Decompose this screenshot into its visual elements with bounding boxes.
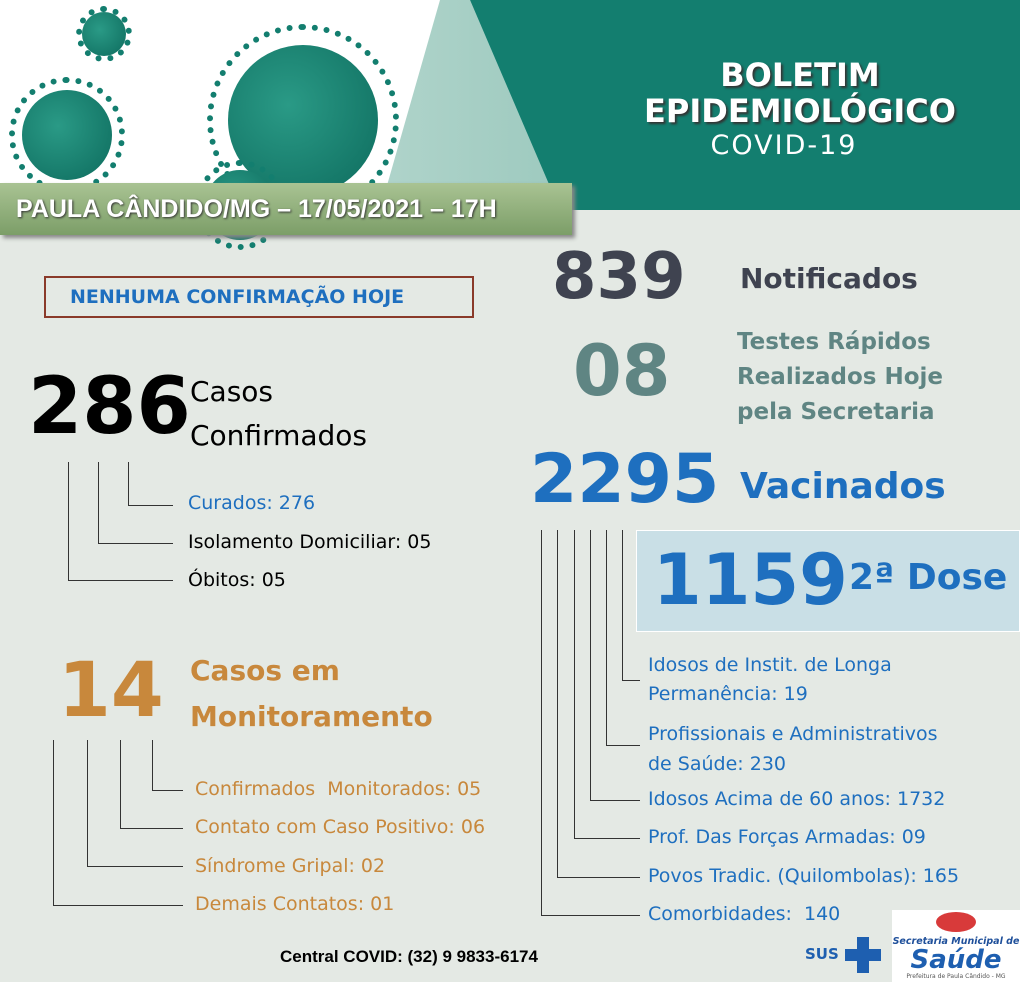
vaccinated-count: 2295 — [530, 440, 720, 519]
tree-line — [152, 740, 153, 790]
tree-line — [98, 543, 173, 544]
tree-line — [152, 790, 183, 791]
sus-logo-text: SUS — [805, 945, 839, 963]
vaccine-group: Prof. Das Forças Armadas: 09 — [648, 826, 926, 848]
contact-phone: Central COVID: (32) 9 9833-6174 — [280, 947, 538, 966]
virus-illustration — [75, 5, 133, 63]
second-dose-box: 1159 2ª Dose — [636, 530, 1020, 632]
logo-text: Prefeitura de Paula Cândido - MG — [906, 973, 1006, 980]
label-line: Testes Rápidos — [737, 329, 931, 355]
tree-line — [68, 462, 69, 580]
monitoring-label: Casos em Monitoramento — [190, 648, 433, 740]
tree-line — [622, 680, 640, 681]
tree-line — [541, 915, 640, 916]
alert-box: NENHUMA CONFIRMAÇÃO HOJE — [44, 276, 474, 318]
notified-label: Notificados — [740, 262, 918, 295]
tree-line — [557, 877, 640, 878]
header-panel — [470, 0, 1020, 210]
home-isolation: Isolamento Domiciliar: 05 — [188, 531, 432, 553]
confirmed-label: Casos Confirmados — [190, 370, 367, 458]
tree-line — [622, 530, 623, 680]
positive-contact: Contato com Caso Positivo: 06 — [195, 816, 486, 838]
tree-line — [87, 740, 88, 866]
label-line: Idosos de Instit. de Longa — [648, 654, 892, 676]
tree-line — [120, 740, 121, 828]
vaccine-group: Comorbidades: 140 — [648, 903, 841, 925]
label-line: Confirmados — [190, 419, 368, 452]
logo-text: Saúde — [910, 945, 1002, 975]
monitoring-count: 14 — [58, 645, 164, 734]
label-line: Casos — [190, 375, 274, 408]
virus-illustration — [9, 77, 125, 193]
tree-line — [574, 530, 575, 838]
recovered: Curados: 276 — [188, 492, 316, 514]
label-line: Realizados Hoje — [737, 364, 944, 390]
notified-count: 839 — [552, 240, 686, 314]
confirmed-count: 286 — [28, 362, 191, 452]
tree-line — [128, 505, 173, 506]
tree-line — [606, 530, 607, 745]
sus-logo: SUS — [805, 937, 885, 973]
location-date-banner: PAULA CÂNDIDO/MG – 17/05/2021 – 17H — [0, 183, 572, 235]
tree-line — [68, 580, 173, 581]
deaths: Óbitos: 05 — [188, 569, 286, 591]
title-line3: COVID-19 — [710, 130, 858, 161]
tree-line — [87, 866, 183, 867]
tree-line — [541, 530, 542, 915]
title-line1: BOLETIM — [720, 56, 880, 94]
flu-syndrome: Síndrome Gripal: 02 — [195, 855, 386, 877]
tree-line — [120, 828, 183, 829]
other-contacts: Demais Contatos: 01 — [195, 893, 395, 915]
saude-logo: Secretaria Municipal de Saúde Prefeitura… — [892, 910, 1020, 982]
tree-line — [98, 462, 99, 543]
vaccine-group: Povos Tradic. (Quilombolas): 165 — [648, 865, 960, 887]
logo-text: Secretaria Municipal de — [892, 936, 1020, 947]
tests-count: 08 — [573, 330, 671, 412]
label-line: Casos em — [190, 654, 340, 687]
vaccine-group: Profissionais e Administrativos de Saúde:… — [648, 719, 938, 779]
tree-line — [128, 462, 129, 505]
label-line: pela Secretaria — [737, 399, 935, 425]
tree-line — [557, 530, 558, 877]
second-dose-count: 1159 — [653, 539, 848, 621]
header: BOLETIM EPIDEMIOLÓGICO COVID-19 — [0, 0, 1020, 250]
vaccine-group: Idosos Acima de 60 anos: 1732 — [648, 788, 946, 810]
vaccinated-label: Vacinados — [740, 466, 946, 507]
second-dose-label: 2ª Dose — [849, 557, 1008, 598]
title-line2: EPIDEMIOLÓGICO — [644, 92, 956, 130]
label-line: Monitoramento — [190, 700, 433, 733]
tree-line — [590, 530, 591, 800]
tree-line — [53, 740, 54, 905]
label-line: Permanência: 19 — [648, 683, 808, 705]
label-line: de Saúde: 230 — [648, 753, 786, 775]
monitored-confirmed: Confirmados Monitorados: 05 — [195, 778, 482, 800]
vaccine-group: Idosos de Instit. de Longa Permanência: 1… — [648, 651, 892, 709]
cross-icon-bar — [845, 949, 881, 961]
heart-icon — [936, 912, 976, 932]
tree-line — [590, 800, 640, 801]
tree-line — [574, 838, 640, 839]
tests-label: Testes Rápidos Realizados Hoje pela Secret… — [737, 325, 943, 430]
label-line: Profissionais e Administrativos — [648, 723, 938, 745]
tree-line — [606, 745, 640, 746]
tree-line — [53, 905, 183, 906]
